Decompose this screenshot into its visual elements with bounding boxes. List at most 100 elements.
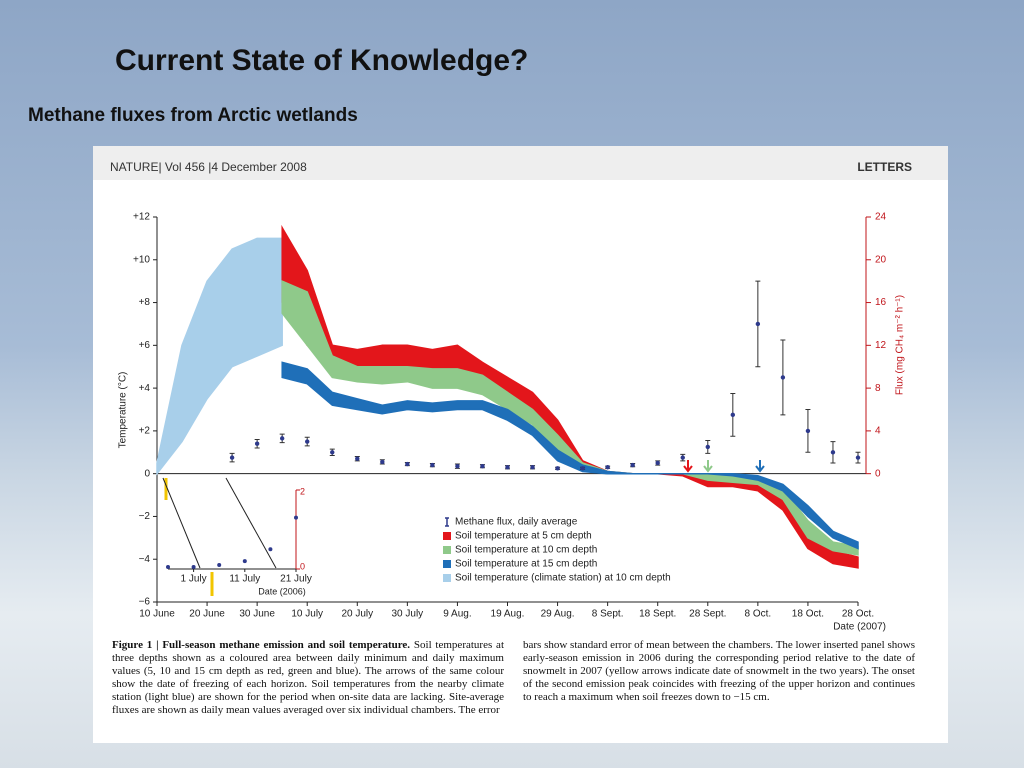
journal-header: NATURE| Vol 456 |4 December 2008 xyxy=(110,160,307,174)
legend-label: Soil temperature (climate station) at 10… xyxy=(455,573,671,584)
x-tick-label: 9 Aug. xyxy=(443,609,471,620)
y-tick-label: +4 xyxy=(139,383,151,394)
legend-swatch xyxy=(443,574,451,582)
inset-connector xyxy=(162,477,201,569)
temperature-band xyxy=(156,237,283,476)
x-tick-label: 29 Aug. xyxy=(541,609,575,620)
y-tick-label: +12 xyxy=(133,212,150,223)
y-tick-label: 0 xyxy=(144,468,150,479)
inset-x-axis-title: Date (2006) xyxy=(258,586,306,596)
y2-axis-title: Flux (mg CH₄ m⁻² h⁻¹) xyxy=(895,295,906,395)
temperature-band xyxy=(281,280,859,556)
x-tick-label: 30 June xyxy=(239,609,275,620)
flux-point xyxy=(330,450,335,455)
slide-title: Current State of Knowledge? xyxy=(115,44,528,77)
legend-swatch xyxy=(443,560,451,568)
flux-point xyxy=(430,462,435,468)
temperature-band xyxy=(281,361,859,550)
flux-point xyxy=(480,463,485,469)
inset-y-tick-label: 0 xyxy=(300,561,305,571)
legend-label: Soil temperature at 15 cm depth xyxy=(455,559,597,570)
flux-point xyxy=(455,463,460,469)
flux-point xyxy=(605,465,610,470)
slide-subtitle: Methane fluxes from Arctic wetlands xyxy=(28,105,358,126)
caption-text: bars show standard error of mean between… xyxy=(523,639,915,703)
y-tick-label: +6 xyxy=(139,340,151,351)
caption-title: Figure 1 | Full-season methane emission … xyxy=(112,639,411,651)
inset-x-tick-label: 21 July xyxy=(280,574,312,585)
figure-panel xyxy=(93,146,948,743)
flux-point xyxy=(305,439,310,444)
y-tick-label: +10 xyxy=(133,254,150,265)
flux-point xyxy=(730,412,736,418)
y2-tick-label: 24 xyxy=(875,212,887,223)
flux-point xyxy=(655,460,660,466)
flux-point xyxy=(355,456,360,461)
x-tick-label: 30 July xyxy=(392,609,424,620)
flux-point xyxy=(855,455,861,460)
figure-header-bar xyxy=(93,146,948,180)
flux-point xyxy=(254,441,260,446)
caption-left: Figure 1 | Full-season methane emission … xyxy=(112,639,504,717)
x-tick-label: 8 Sept. xyxy=(592,609,624,620)
y-tick-label: −2 xyxy=(139,511,151,522)
flux-point xyxy=(530,465,535,470)
inset-point xyxy=(191,565,196,570)
section-header: LETTERS xyxy=(857,160,912,174)
caption-text: Soil temperatures at three depths shown … xyxy=(112,639,504,716)
legend-label: Soil temperature at 10 cm depth xyxy=(455,545,597,556)
inset-x-tick-label: 11 July xyxy=(229,574,260,585)
legend-label: Methane flux, daily average xyxy=(455,517,578,528)
caption-right: bars show standard error of mean between… xyxy=(523,639,915,704)
inset-point xyxy=(294,515,298,520)
x-tick-label: 18 Oct. xyxy=(792,609,824,620)
inset-point xyxy=(166,565,170,570)
y2-tick-label: 4 xyxy=(875,426,881,437)
flux-point xyxy=(805,428,811,434)
inset-point xyxy=(268,547,273,552)
inset-connector xyxy=(225,477,277,569)
y2-tick-label: 0 xyxy=(875,468,881,479)
y-axis-title: Temperature (°C) xyxy=(118,372,129,449)
freeze-arrow xyxy=(703,460,713,473)
y2-tick-label: 16 xyxy=(875,297,887,308)
flux-point xyxy=(380,459,385,465)
x-tick-label: 10 June xyxy=(139,609,175,620)
y-tick-label: −4 xyxy=(139,554,151,565)
flux-point xyxy=(830,450,836,455)
flux-point xyxy=(755,321,761,327)
x-tick-label: 8 Oct. xyxy=(745,609,772,620)
x-axis-title: Date (2007) xyxy=(833,622,886,633)
flux-point xyxy=(780,375,786,380)
y2-tick-label: 8 xyxy=(875,383,881,394)
flux-point xyxy=(680,455,685,460)
legend-swatch xyxy=(443,546,451,554)
flux-point xyxy=(279,436,285,441)
x-tick-label: 19 Aug. xyxy=(491,609,525,620)
inset-x-tick-label: 1 July xyxy=(181,574,207,585)
flux-point xyxy=(229,455,235,460)
x-tick-label: 10 July xyxy=(291,609,323,620)
flux-point xyxy=(630,462,635,468)
x-tick-label: 28 Oct. xyxy=(842,609,874,620)
x-tick-label: 18 Sept. xyxy=(639,609,676,620)
y-tick-label: −6 xyxy=(139,597,151,608)
flux-point xyxy=(580,466,585,471)
legend-label: Soil temperature at 5 cm depth xyxy=(455,531,592,542)
inset-point xyxy=(242,559,247,564)
flux-point xyxy=(505,465,510,470)
freeze-arrow xyxy=(683,460,693,473)
x-tick-label: 28 Sept. xyxy=(689,609,726,620)
freeze-arrow xyxy=(755,460,765,473)
y2-tick-label: 12 xyxy=(875,340,887,351)
x-tick-label: 20 July xyxy=(341,609,373,620)
legend-swatch xyxy=(445,517,449,527)
flux-point xyxy=(555,466,560,471)
y2-tick-label: 20 xyxy=(875,254,887,265)
y-tick-label: +8 xyxy=(139,297,151,308)
x-tick-label: 20 June xyxy=(189,609,225,620)
flux-point xyxy=(405,461,410,467)
inset-y-tick-label: 2 xyxy=(300,486,305,496)
flux-point xyxy=(705,444,710,450)
